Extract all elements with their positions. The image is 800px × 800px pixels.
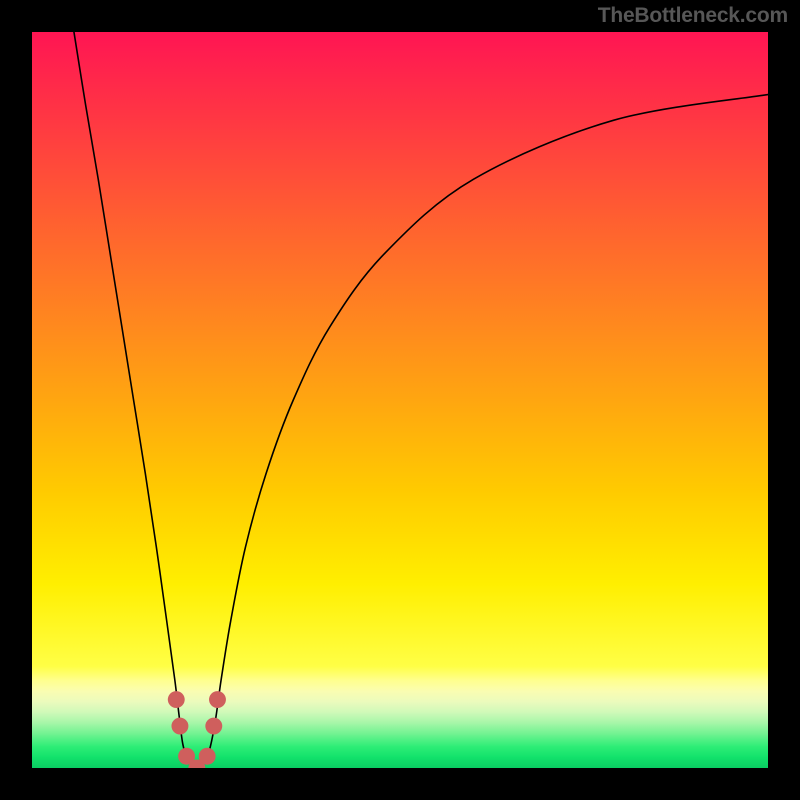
gradient-band bbox=[32, 713, 768, 725]
gradient-band bbox=[32, 308, 768, 401]
data-marker bbox=[171, 718, 188, 735]
gradient-band bbox=[32, 666, 768, 680]
gradient-band bbox=[32, 492, 768, 585]
watermark-text: TheBottleneck.com bbox=[598, 4, 788, 28]
gradient-band bbox=[32, 735, 768, 747]
data-marker bbox=[168, 691, 185, 708]
gradient-band bbox=[32, 746, 768, 758]
data-marker bbox=[209, 691, 226, 708]
gradient-band bbox=[32, 680, 768, 692]
gradient-band bbox=[32, 702, 768, 714]
gradient-band bbox=[32, 124, 768, 217]
gradient-band bbox=[32, 216, 768, 309]
chart-frame: TheBottleneck.com bbox=[0, 0, 800, 800]
gradient-band bbox=[32, 584, 768, 667]
data-marker bbox=[199, 748, 216, 765]
data-marker bbox=[205, 718, 222, 735]
gradient-band bbox=[32, 400, 768, 493]
gradient-band bbox=[32, 724, 768, 736]
chart-svg bbox=[32, 32, 768, 768]
plot-area bbox=[32, 32, 768, 768]
gradient-band bbox=[32, 691, 768, 703]
gradient-band bbox=[32, 757, 768, 768]
